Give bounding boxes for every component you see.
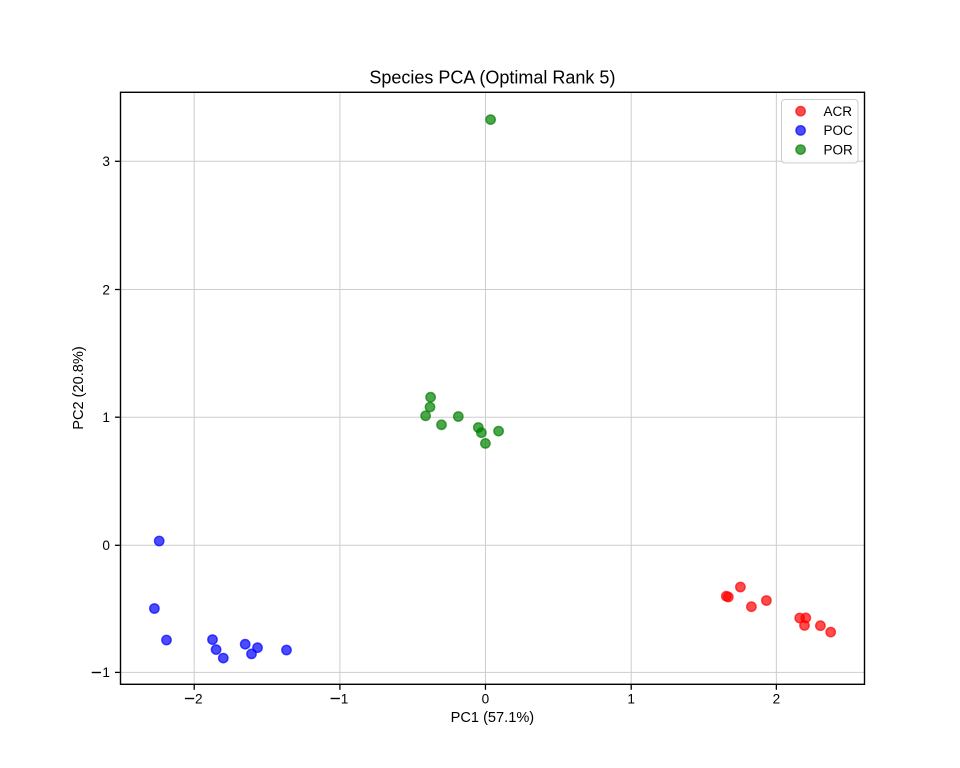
svg-text:0: 0 [102,538,110,553]
svg-text:1: 1 [102,410,110,425]
svg-text:2: 2 [102,282,110,297]
svg-text:1: 1 [627,691,635,706]
svg-text:3: 3 [102,154,110,169]
svg-text:2: 2 [195,691,203,706]
svg-text:PC2 (20.8%): PC2 (20.8%) [71,346,87,430]
svg-text:POC: POC [824,123,854,138]
svg-text:PC1 (57.1%): PC1 (57.1%) [451,710,535,726]
svg-text:ACR: ACR [824,104,853,119]
svg-text:Species PCA (Optimal Rank 5): Species PCA (Optimal Rank 5) [369,67,615,87]
svg-text:1: 1 [102,665,110,680]
svg-text:POR: POR [824,142,854,157]
svg-text:0: 0 [482,691,490,706]
svg-text:1: 1 [341,691,349,706]
svg-text:2: 2 [773,691,781,706]
